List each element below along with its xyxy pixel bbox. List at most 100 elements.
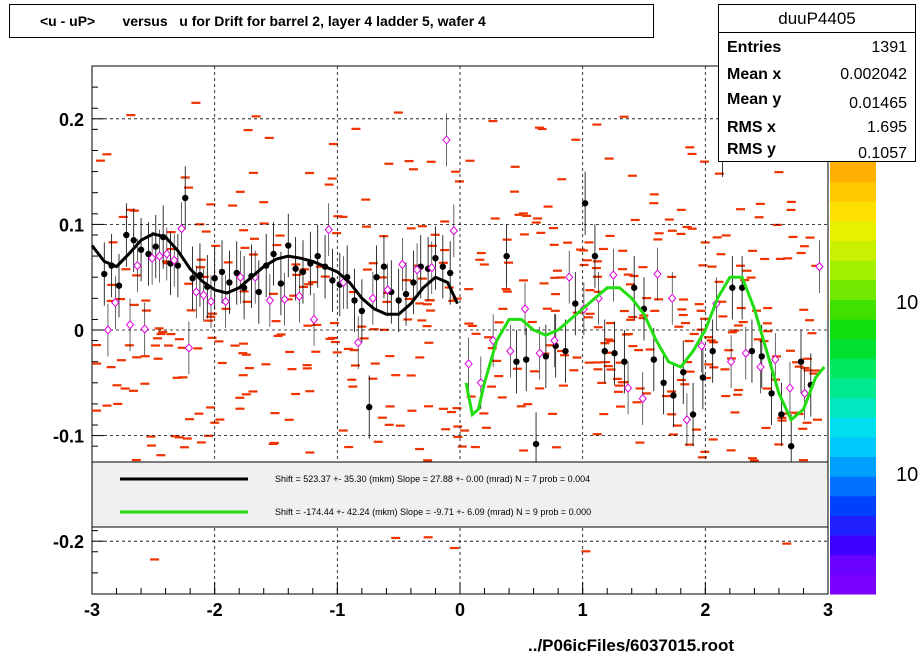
histogram-cell xyxy=(721,234,731,237)
histogram-cell xyxy=(417,277,427,280)
histogram-cell xyxy=(238,352,248,355)
data-point xyxy=(395,297,402,304)
stat-row-entries: Entries 1391 xyxy=(727,39,907,61)
histogram-cell xyxy=(716,253,726,256)
histogram-cell xyxy=(551,446,561,449)
histogram-cell xyxy=(650,309,660,312)
histogram-cell xyxy=(407,409,417,412)
histogram-cell xyxy=(424,341,434,344)
histogram-cell xyxy=(519,449,529,452)
histogram-cell xyxy=(774,171,784,174)
histogram-cell xyxy=(649,193,659,196)
histogram-cell xyxy=(667,275,677,279)
data-point xyxy=(729,284,736,291)
stat-label: Mean x xyxy=(727,66,782,83)
histogram-cell xyxy=(166,231,176,234)
histogram-cell xyxy=(302,364,312,367)
histogram-cell xyxy=(470,445,480,449)
histogram-cell xyxy=(807,332,817,335)
data-point xyxy=(351,297,358,304)
histogram-cell xyxy=(330,321,340,325)
open-data-point xyxy=(682,415,692,425)
open-data-point xyxy=(147,253,157,263)
histogram-cell xyxy=(592,123,602,126)
histogram-cell xyxy=(531,221,541,224)
histogram-cell xyxy=(384,162,394,165)
histogram-cell xyxy=(654,232,664,235)
data-point xyxy=(410,279,417,286)
histogram-cell xyxy=(242,300,252,303)
histogram-cell xyxy=(182,437,192,440)
histogram-cell xyxy=(599,412,609,416)
data-point xyxy=(233,269,240,277)
data-point xyxy=(152,243,159,250)
histogram-cell xyxy=(714,280,724,283)
histogram-cell xyxy=(488,119,498,123)
data-point xyxy=(137,246,145,253)
data-point xyxy=(402,290,410,298)
histogram-cell xyxy=(598,247,608,251)
histogram-cell xyxy=(92,343,102,347)
histogram-cell xyxy=(438,407,448,410)
histogram-cell xyxy=(735,264,745,267)
data-point xyxy=(797,358,805,365)
histogram-cell xyxy=(519,233,529,236)
histogram-cell xyxy=(782,542,792,545)
histogram-cell xyxy=(645,348,655,351)
histogram-cell xyxy=(535,387,545,390)
histogram-cell xyxy=(273,334,283,338)
x-tick-label: -2 xyxy=(207,600,223,620)
histogram-cell xyxy=(382,300,392,303)
histogram-cell xyxy=(799,308,809,311)
data-point xyxy=(189,275,196,282)
histogram-cell xyxy=(581,550,591,553)
histogram-cell xyxy=(603,364,613,368)
histogram-cell xyxy=(642,392,652,395)
histogram-cell xyxy=(802,357,812,360)
histogram-cell xyxy=(248,171,258,174)
histogram-cell xyxy=(289,294,299,297)
open-data-point xyxy=(726,356,736,367)
histogram-cell xyxy=(753,338,763,341)
open-data-point xyxy=(668,293,677,304)
data-point xyxy=(358,307,366,315)
histogram-cell xyxy=(630,218,640,222)
histogram-cell xyxy=(196,266,206,269)
histogram-cell xyxy=(259,201,269,204)
palette-cell xyxy=(830,456,876,477)
data-point xyxy=(611,350,618,357)
histogram-cell xyxy=(794,365,804,368)
histogram-cell xyxy=(584,361,594,364)
open-data-point xyxy=(155,251,164,261)
histogram-cell xyxy=(548,412,558,416)
histogram-cell xyxy=(707,265,717,268)
stat-value: 1391 xyxy=(871,39,907,56)
histogram-cell xyxy=(406,227,416,230)
histogram-cell xyxy=(634,349,644,352)
histogram-cell xyxy=(672,424,682,427)
histogram-cell xyxy=(348,290,358,294)
open-data-point xyxy=(280,294,289,305)
histogram-cell xyxy=(734,388,744,392)
stats-box: duuP4405 Entries 1391 Mean x 0.002042 Me… xyxy=(718,4,916,162)
histogram-cell xyxy=(799,245,809,248)
histogram-cell xyxy=(604,338,614,341)
open-data-point xyxy=(623,383,633,393)
histogram-cell xyxy=(251,115,261,118)
histogram-cell xyxy=(733,393,743,396)
histogram-cell xyxy=(738,320,748,324)
histogram-cell xyxy=(451,170,461,173)
histogram-cell xyxy=(259,222,269,225)
histogram-cell xyxy=(628,344,638,348)
histogram-cell xyxy=(268,292,278,295)
histogram-cell xyxy=(606,339,616,343)
histogram-cell xyxy=(92,362,102,365)
histogram-cell xyxy=(632,401,642,404)
histogram-cell xyxy=(556,276,566,279)
histogram-cell xyxy=(102,153,112,156)
data-point xyxy=(768,390,775,397)
histogram-cell xyxy=(736,306,746,310)
histogram-cell xyxy=(332,351,342,354)
palette-cell xyxy=(830,201,876,222)
stat-row-mean-y: Mean y 0.01465 xyxy=(727,91,907,113)
